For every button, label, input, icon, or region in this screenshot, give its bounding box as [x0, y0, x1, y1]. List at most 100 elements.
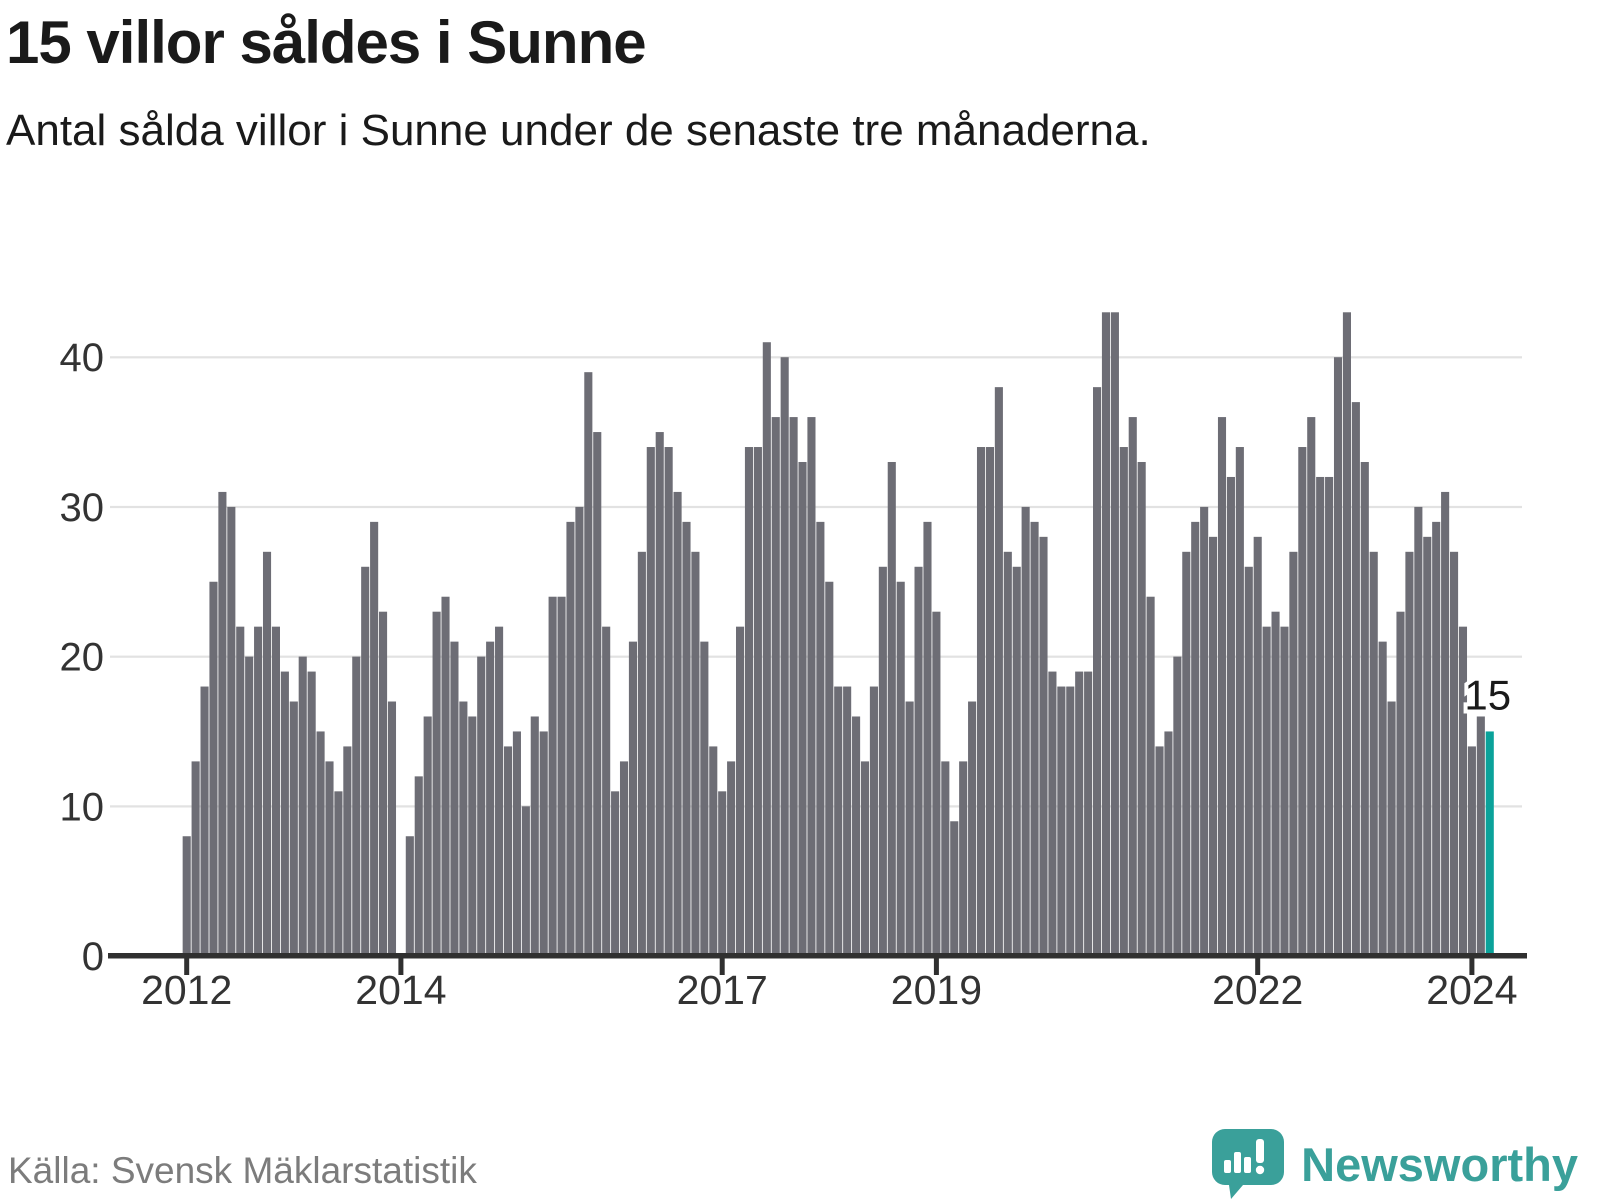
exclamation-dot	[1255, 1165, 1265, 1175]
exclamation-bar	[1256, 1139, 1265, 1163]
bar	[1217, 417, 1227, 956]
bar	[1030, 521, 1039, 955]
gridline-y10	[110, 805, 1522, 808]
bar	[869, 686, 878, 955]
bar	[1075, 671, 1084, 955]
bar	[655, 432, 664, 955]
bar	[852, 716, 861, 955]
bar	[1298, 447, 1307, 955]
x-tick-2014	[398, 958, 404, 975]
bar	[1119, 447, 1128, 955]
highlight-value-label: 15	[1464, 671, 1511, 718]
x-tick-2022	[1255, 958, 1261, 975]
bar	[575, 506, 584, 955]
bar	[646, 447, 655, 955]
mini-bar-2	[1234, 1152, 1242, 1173]
bar	[1414, 506, 1423, 955]
bar	[1173, 656, 1182, 955]
bar	[1048, 671, 1057, 955]
bar	[959, 761, 968, 955]
x-tick-label-2019: 2019	[891, 967, 982, 1013]
bar	[914, 566, 923, 955]
bar	[1351, 402, 1360, 955]
bar	[1396, 611, 1405, 955]
bar	[1003, 551, 1012, 955]
bar	[744, 447, 754, 955]
bar	[798, 461, 807, 955]
bar	[762, 342, 771, 956]
bar	[387, 701, 397, 955]
bar	[673, 491, 682, 955]
bar	[379, 611, 388, 955]
bar	[1128, 417, 1137, 956]
bar	[1182, 551, 1191, 955]
gridline-y40	[110, 356, 1522, 359]
bar	[1084, 671, 1093, 955]
bar	[825, 581, 834, 955]
bar	[727, 761, 736, 955]
bar	[1441, 491, 1450, 955]
bar	[878, 566, 887, 955]
bar	[316, 731, 325, 955]
bar	[611, 791, 620, 955]
bar	[450, 641, 459, 955]
brand-wordmark: Newsworthy	[1301, 1137, 1578, 1191]
page-title: 15 villor såldes i Sunne	[6, 9, 647, 76]
bar	[753, 447, 762, 955]
newsworthy-bubble-icon	[1212, 1129, 1285, 1199]
bar	[298, 656, 307, 955]
bar	[1110, 312, 1119, 955]
bar	[896, 581, 905, 955]
highlighted-bar	[1485, 731, 1494, 955]
gridline-y20	[110, 655, 1522, 658]
bar	[1012, 566, 1021, 955]
source-attribution: Källa: Svensk Mäklarstatistik	[8, 1150, 477, 1191]
bar	[1164, 731, 1173, 955]
bar	[887, 461, 896, 955]
bar	[271, 626, 280, 955]
bar	[1432, 521, 1441, 955]
bar	[307, 671, 316, 955]
bar	[664, 447, 673, 955]
y-tick-label-10: 10	[60, 785, 105, 829]
bar	[334, 791, 343, 955]
bar	[280, 671, 289, 955]
bar	[1280, 626, 1289, 955]
bar	[512, 731, 521, 955]
bar	[227, 506, 236, 955]
bar	[1423, 536, 1432, 955]
bar	[709, 746, 718, 955]
bar	[736, 626, 745, 955]
bar	[1369, 551, 1378, 955]
x-tick-label-2017: 2017	[677, 967, 768, 1013]
gridline-y30	[110, 505, 1522, 509]
bar	[994, 387, 1003, 955]
bar	[789, 417, 798, 956]
bar	[1021, 506, 1030, 955]
bar	[1458, 626, 1468, 955]
x-tick-label-2024: 2024	[1426, 967, 1517, 1013]
bar	[834, 686, 843, 955]
bar	[682, 521, 691, 955]
x-tick-label-2022: 2022	[1212, 967, 1303, 1013]
bar	[191, 761, 200, 955]
bar	[1289, 551, 1298, 955]
bar	[932, 611, 941, 955]
bar	[539, 731, 548, 955]
bar	[771, 417, 780, 956]
bar	[1057, 686, 1066, 955]
bar	[503, 746, 513, 955]
bar	[985, 447, 994, 955]
bar	[236, 626, 245, 955]
bar	[468, 716, 477, 955]
bar	[718, 791, 727, 955]
bar	[700, 641, 709, 955]
bar	[245, 656, 254, 955]
bar	[860, 761, 870, 955]
bar	[843, 686, 852, 955]
bar	[1360, 461, 1369, 955]
bar	[209, 581, 218, 955]
bar	[1271, 611, 1280, 955]
